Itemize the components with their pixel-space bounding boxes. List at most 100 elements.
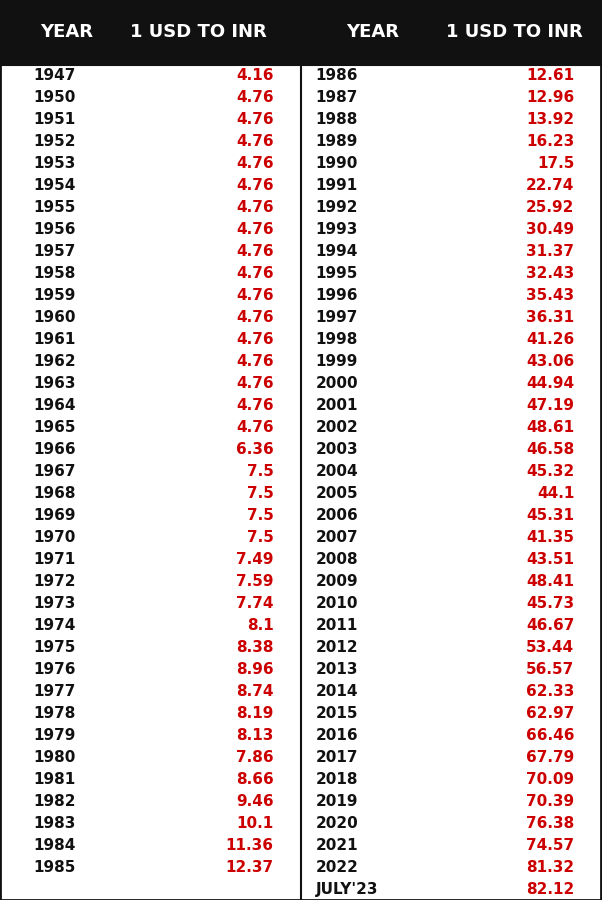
Text: 1996: 1996 xyxy=(315,288,358,303)
Text: 1974: 1974 xyxy=(33,617,75,633)
Text: 62.97: 62.97 xyxy=(526,706,574,721)
Text: 1955: 1955 xyxy=(33,200,75,215)
Text: YEAR: YEAR xyxy=(40,23,93,41)
Text: 41.35: 41.35 xyxy=(526,530,574,544)
Text: 4.16: 4.16 xyxy=(236,68,273,84)
Text: 13.92: 13.92 xyxy=(526,112,574,127)
Text: 1970: 1970 xyxy=(33,530,75,544)
Text: 47.19: 47.19 xyxy=(526,398,574,413)
Text: 36.31: 36.31 xyxy=(526,310,574,325)
Text: 7.59: 7.59 xyxy=(236,574,273,589)
Text: 44.94: 44.94 xyxy=(526,376,574,391)
Text: 17.5: 17.5 xyxy=(537,157,574,171)
Text: 1958: 1958 xyxy=(33,266,75,281)
Text: 1966: 1966 xyxy=(33,442,76,457)
Text: 4.76: 4.76 xyxy=(236,332,273,347)
Text: 1977: 1977 xyxy=(33,684,75,698)
Text: 32.43: 32.43 xyxy=(526,266,574,281)
Text: 16.23: 16.23 xyxy=(526,134,574,149)
Text: 4.76: 4.76 xyxy=(236,266,273,281)
Text: 8.1: 8.1 xyxy=(247,617,273,633)
Text: 70.09: 70.09 xyxy=(526,771,574,787)
Text: 4.76: 4.76 xyxy=(236,112,273,127)
Text: 1992: 1992 xyxy=(315,200,358,215)
Text: 62.33: 62.33 xyxy=(526,684,574,698)
Text: 1993: 1993 xyxy=(315,222,358,237)
Text: 7.5: 7.5 xyxy=(247,530,273,544)
Text: 1954: 1954 xyxy=(33,178,75,194)
Text: 74.57: 74.57 xyxy=(526,838,574,852)
Text: 2016: 2016 xyxy=(315,728,358,742)
Text: 1971: 1971 xyxy=(33,552,75,567)
Text: 8.38: 8.38 xyxy=(236,640,273,654)
Text: 1 USD TO INR: 1 USD TO INR xyxy=(445,23,583,41)
Text: 7.86: 7.86 xyxy=(236,750,273,765)
Text: 1989: 1989 xyxy=(315,134,358,149)
FancyBboxPatch shape xyxy=(0,0,601,65)
Text: 4.76: 4.76 xyxy=(236,244,273,259)
Text: 1990: 1990 xyxy=(315,157,358,171)
Text: 35.43: 35.43 xyxy=(526,288,574,303)
Text: 48.41: 48.41 xyxy=(526,574,574,589)
Text: 1978: 1978 xyxy=(33,706,75,721)
Text: 1953: 1953 xyxy=(33,157,75,171)
Text: 1986: 1986 xyxy=(315,68,358,84)
Text: 1961: 1961 xyxy=(33,332,75,347)
Text: 7.74: 7.74 xyxy=(236,596,273,611)
Text: 1963: 1963 xyxy=(33,376,76,391)
Text: 66.46: 66.46 xyxy=(526,728,574,742)
Text: 22.74: 22.74 xyxy=(526,178,574,194)
Text: 2019: 2019 xyxy=(315,794,358,808)
Text: 11.36: 11.36 xyxy=(226,838,273,852)
Text: 4.76: 4.76 xyxy=(236,398,273,413)
Text: 1984: 1984 xyxy=(33,838,75,852)
Text: 1 USD TO INR: 1 USD TO INR xyxy=(130,23,267,41)
Text: 82.12: 82.12 xyxy=(526,881,574,896)
Text: 53.44: 53.44 xyxy=(526,640,574,654)
Text: 2010: 2010 xyxy=(315,596,358,611)
Text: 2018: 2018 xyxy=(315,771,358,787)
Text: 4.76: 4.76 xyxy=(236,222,273,237)
Text: 12.37: 12.37 xyxy=(226,860,273,875)
Text: 1995: 1995 xyxy=(315,266,358,281)
Text: 1979: 1979 xyxy=(33,728,75,742)
Text: 8.19: 8.19 xyxy=(236,706,273,721)
Text: 7.5: 7.5 xyxy=(247,486,273,501)
Text: 2002: 2002 xyxy=(315,420,358,435)
Text: 1972: 1972 xyxy=(33,574,76,589)
Text: 44.1: 44.1 xyxy=(537,486,574,501)
Text: 2008: 2008 xyxy=(315,552,358,567)
Text: 4.76: 4.76 xyxy=(236,200,273,215)
Text: 2017: 2017 xyxy=(315,750,358,765)
Text: 7.5: 7.5 xyxy=(247,508,273,523)
Text: 6.36: 6.36 xyxy=(236,442,273,457)
Text: 1991: 1991 xyxy=(315,178,358,194)
Text: 1960: 1960 xyxy=(33,310,76,325)
Text: 43.51: 43.51 xyxy=(526,552,574,567)
Text: 81.32: 81.32 xyxy=(526,860,574,875)
Text: 1951: 1951 xyxy=(33,112,75,127)
Text: 1957: 1957 xyxy=(33,244,75,259)
Text: 45.31: 45.31 xyxy=(526,508,574,523)
Text: 4.76: 4.76 xyxy=(236,134,273,149)
Text: 4.76: 4.76 xyxy=(236,420,273,435)
Text: 4.76: 4.76 xyxy=(236,90,273,105)
Text: 1981: 1981 xyxy=(33,771,75,787)
Text: 1964: 1964 xyxy=(33,398,76,413)
Text: 4.76: 4.76 xyxy=(236,178,273,194)
Text: 1994: 1994 xyxy=(315,244,358,259)
Text: 45.73: 45.73 xyxy=(526,596,574,611)
Text: 76.38: 76.38 xyxy=(526,815,574,831)
Text: 1998: 1998 xyxy=(315,332,358,347)
Text: 2006: 2006 xyxy=(315,508,358,523)
Text: 1985: 1985 xyxy=(33,860,75,875)
Text: 2007: 2007 xyxy=(315,530,358,544)
Text: 1987: 1987 xyxy=(315,90,358,105)
Text: 56.57: 56.57 xyxy=(526,662,574,677)
Text: 7.5: 7.5 xyxy=(247,464,273,479)
Text: 10.1: 10.1 xyxy=(237,815,273,831)
Text: 1975: 1975 xyxy=(33,640,75,654)
Text: 8.74: 8.74 xyxy=(236,684,273,698)
Text: 1959: 1959 xyxy=(33,288,75,303)
Text: 4.76: 4.76 xyxy=(236,376,273,391)
